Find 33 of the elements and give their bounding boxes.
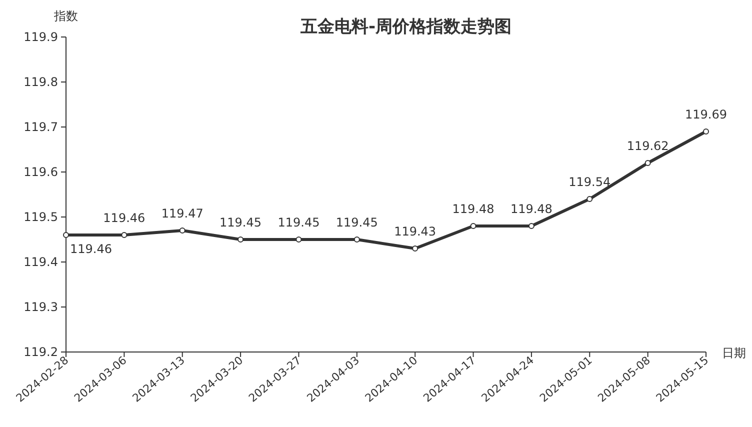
data-label: 119.62 [626, 139, 669, 153]
data-label: 119.45 [278, 216, 320, 230]
data-label: 119.54 [568, 175, 611, 189]
y-tick-label: 119.7 [24, 120, 58, 134]
point [121, 232, 128, 238]
y-tick-label: 119.3 [24, 300, 58, 314]
y-tick-label: 119.5 [24, 210, 58, 224]
data-label: 119.43 [394, 224, 436, 238]
x-axis-title: 日期 [722, 346, 746, 360]
y-tick-label: 119.4 [24, 255, 58, 269]
point [354, 236, 360, 242]
data-label: 119.46 [70, 242, 112, 256]
data-label: 119.46 [103, 211, 146, 225]
y-tick-label: 119.8 [24, 75, 58, 89]
point [586, 196, 593, 202]
y-tick-label: 119.2 [24, 345, 58, 359]
data-label: 119.48 [452, 202, 494, 216]
point [179, 228, 186, 234]
y-tick-label: 119.9 [24, 30, 58, 44]
data-label: 119.45 [220, 216, 262, 230]
data-label: 119.45 [336, 216, 378, 230]
point [63, 232, 69, 238]
y-tick-label: 119.6 [24, 165, 58, 179]
point [470, 223, 476, 229]
data-label: 119.47 [161, 206, 204, 220]
data-label: 119.69 [685, 108, 727, 122]
point [296, 236, 302, 242]
y-axis-title: 指数 [53, 9, 78, 23]
chart-title: 五金电料-周价格指数走势图 [299, 17, 512, 37]
point [412, 246, 418, 252]
point [703, 128, 709, 134]
data-label: 119.48 [510, 202, 552, 216]
point [644, 160, 651, 166]
